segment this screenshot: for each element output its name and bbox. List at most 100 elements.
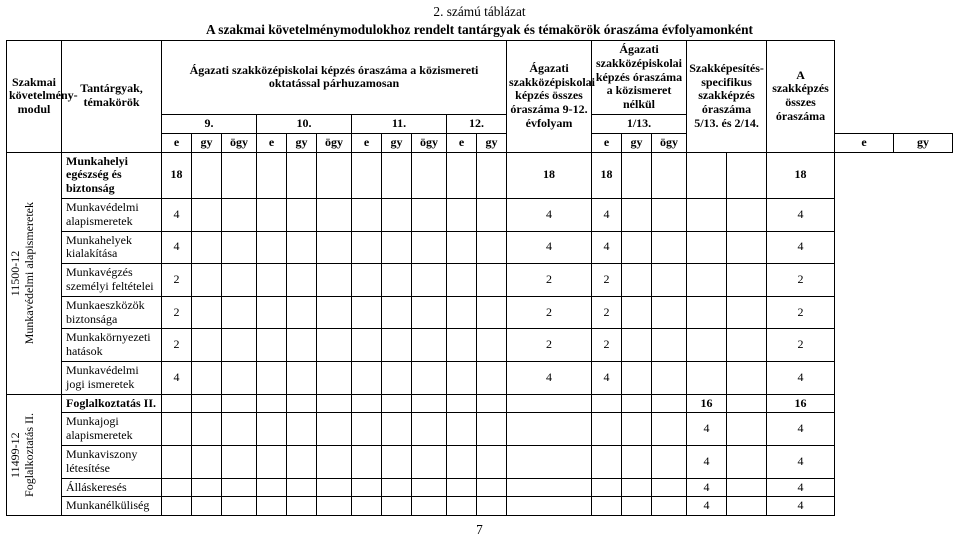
cell: 4 [767, 413, 835, 446]
h-ogy: ögy [317, 133, 352, 152]
cell: 4 [162, 361, 192, 394]
h-gy: gy [622, 133, 652, 152]
col-total-912: Ágazati szakközépiskolai képzés összes ó… [507, 41, 592, 153]
group-top: Ágazati szakközépiskolai képzés óraszáma… [162, 41, 507, 115]
h-gy: gy [894, 133, 953, 152]
cell: 2 [162, 296, 192, 329]
row-label: Munkanélküliség [62, 497, 162, 516]
row-label: Álláskeresés [62, 478, 162, 497]
h-ogy: ögy [412, 133, 447, 152]
g12: 12. [447, 114, 507, 133]
cell: 4 [767, 198, 835, 231]
col-module: Szakmai követelmény-modul [7, 41, 62, 153]
table-row: Munkanélküliség 4 4 [7, 497, 953, 516]
h-ogy: ögy [652, 133, 687, 152]
cell: 2 [592, 296, 622, 329]
module-1-code: 11500-12 [8, 250, 22, 296]
cell: 4 [687, 445, 727, 478]
h-gy: gy [287, 133, 317, 152]
row-label: Foglalkoztatás II. [62, 394, 162, 413]
row-label: Munkahelyi egészség és biztonság [62, 152, 162, 198]
h-e: e [352, 133, 382, 152]
cell: 18 [592, 152, 622, 198]
cell: 2 [507, 329, 592, 362]
cell: 2 [507, 264, 592, 297]
h-gy: gy [192, 133, 222, 152]
cell: 2 [162, 329, 192, 362]
cell: 4 [767, 445, 835, 478]
h-e: e [835, 133, 894, 152]
row-label: Munkavédelmi alapismeretek [62, 198, 162, 231]
cell: 2 [767, 264, 835, 297]
table-row: Munkavégzés személyi feltételei 2 2 2 2 [7, 264, 953, 297]
row-label: Munkaviszony létesítése [62, 445, 162, 478]
title-line2: A szakmai követelménymodulokhoz rendelt … [6, 22, 953, 38]
col-nokoz-top: Ágazati szakközépiskolai képzés óraszáma… [592, 41, 687, 115]
cell: 2 [507, 296, 592, 329]
h-gy: gy [477, 133, 507, 152]
h-ogy: ögy [222, 133, 257, 152]
row-label: Munkahelyek kialakítása [62, 231, 162, 264]
cell: 4 [767, 361, 835, 394]
g9: 9. [162, 114, 257, 133]
row-label: Munkavédelmi jogi ismeretek [62, 361, 162, 394]
h-e: e [592, 133, 622, 152]
row-label: Munkaeszközök biztonsága [62, 296, 162, 329]
cell: 4 [767, 231, 835, 264]
cell: 4 [687, 413, 727, 446]
cell: 4 [507, 231, 592, 264]
h-e: e [257, 133, 287, 152]
col-total: A szakképzés összes óraszáma [767, 41, 835, 153]
table-row: Munkahelyek kialakítása 4 4 4 4 [7, 231, 953, 264]
cell: 18 [767, 152, 835, 198]
table-row: Munkajogi alapismeretek 4 4 [7, 413, 953, 446]
module-2: 11499-12 Foglalkoztatás II. [7, 394, 62, 516]
table-row: Munkavédelmi jogi ismeretek 4 4 4 4 [7, 361, 953, 394]
cell: 18 [162, 152, 192, 198]
cell: 4 [162, 231, 192, 264]
cell: 2 [592, 329, 622, 362]
nokoz-sub: 1/13. [592, 114, 687, 133]
cell: 18 [507, 152, 592, 198]
table-row: Munkavédelmi alapismeretek 4 4 4 4 [7, 198, 953, 231]
page-number: 7 [6, 522, 953, 538]
cell: 2 [162, 264, 192, 297]
row-label: Munkajogi alapismeretek [62, 413, 162, 446]
header-row-1: Szakmai követelmény-modul Tantárgyak, té… [7, 41, 953, 115]
cell: 4 [687, 497, 727, 516]
module-1-name: Munkavédelmi alapismeretek [22, 202, 36, 344]
cell: 4 [592, 198, 622, 231]
cell: 4 [507, 361, 592, 394]
h-e: e [447, 133, 477, 152]
table-row: Munkaeszközök biztonsága 2 2 2 2 [7, 296, 953, 329]
row-label: Munkakörnyezeti hatások [62, 329, 162, 362]
table-row: 11499-12 Foglalkoztatás II. Foglalkoztat… [7, 394, 953, 413]
cell: 2 [767, 329, 835, 362]
module-2-name: Foglalkoztatás II. [22, 413, 36, 497]
module-1: 11500-12 Munkavédelmi alapismeretek [7, 152, 62, 394]
cell: 4 [767, 497, 835, 516]
table-row: Munkakörnyezeti hatások 2 2 2 2 [7, 329, 953, 362]
table-row: Munkaviszony létesítése 4 4 [7, 445, 953, 478]
cell: 4 [767, 478, 835, 497]
page: 2. számú táblázat A szakmai követelménym… [0, 0, 959, 538]
module-2-code: 11499-12 [8, 432, 22, 478]
row-label: Munkavégzés személyi feltételei [62, 264, 162, 297]
h-gy: gy [382, 133, 412, 152]
title-line1: 2. számú táblázat [6, 4, 953, 20]
table-row: 11500-12 Munkavédelmi alapismeretek Munk… [7, 152, 953, 198]
cell: 2 [592, 264, 622, 297]
cell: 16 [687, 394, 727, 413]
cell: 4 [687, 478, 727, 497]
cell: 4 [592, 231, 622, 264]
h-e: e [162, 133, 192, 152]
cell: 4 [592, 361, 622, 394]
table-row: Álláskeresés 4 4 [7, 478, 953, 497]
cell: 4 [507, 198, 592, 231]
cell: 16 [767, 394, 835, 413]
main-table: Szakmai követelmény-modul Tantárgyak, té… [6, 40, 953, 516]
g10: 10. [257, 114, 352, 133]
cell: 2 [767, 296, 835, 329]
cell: 4 [162, 198, 192, 231]
g11: 11. [352, 114, 447, 133]
